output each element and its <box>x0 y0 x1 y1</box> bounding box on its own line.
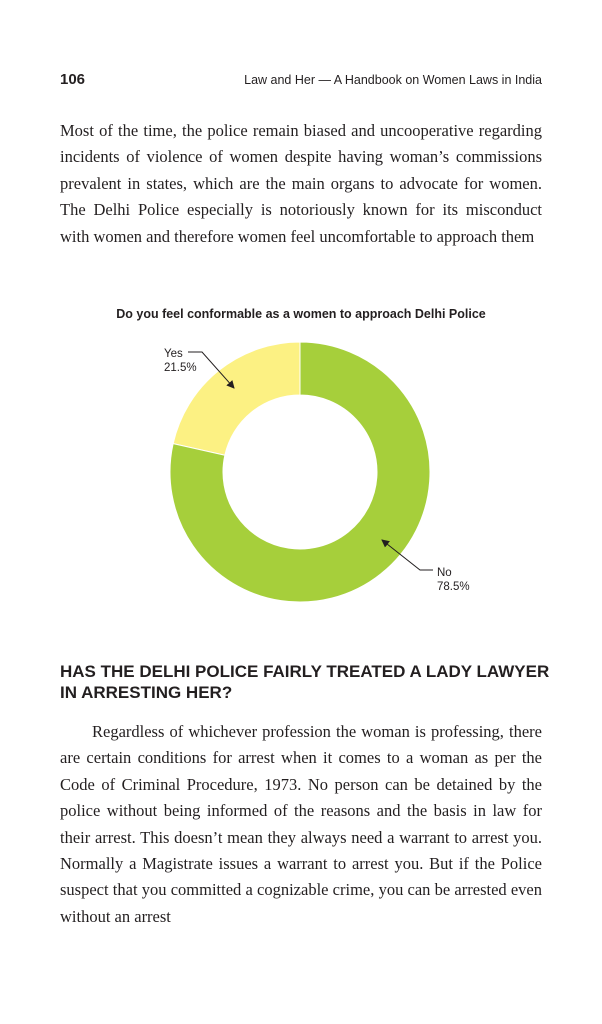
donut-slice-yes <box>172 341 301 456</box>
section-heading: HAS THE DELHI POLICE FAIRLY TREATED A LA… <box>60 662 550 702</box>
body-paragraph-2: Regardless of whichever profession the w… <box>60 722 542 926</box>
page-number: 106 <box>60 71 86 88</box>
slice-label-yes: Yes <box>164 348 183 360</box>
callout-arrow-yes <box>188 351 235 389</box>
callout-arrow-no <box>381 539 433 571</box>
chart-title: Do you feel conformable as a women to ap… <box>116 307 486 321</box>
donut-chart: Yes 21.5% No 78.5% <box>164 341 470 603</box>
slice-value-no: 78.5% <box>437 581 470 593</box>
donut-slice-no <box>169 341 431 603</box>
body-paragraph-1: Most of the time, the police remain bias… <box>60 121 542 246</box>
slice-label-no: No <box>437 567 452 579</box>
running-head: Law and Her — A Handbook on Women Laws i… <box>244 73 542 87</box>
slice-value-yes: 21.5% <box>164 362 197 374</box>
